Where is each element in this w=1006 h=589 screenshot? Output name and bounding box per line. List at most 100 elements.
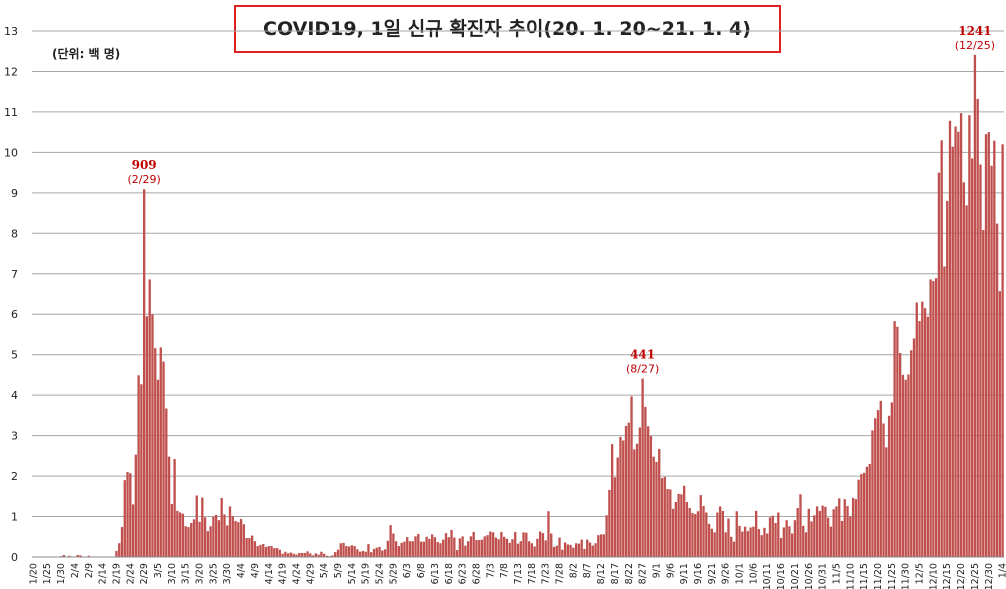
bar (896, 326, 899, 557)
bar (392, 533, 395, 557)
bar (563, 542, 567, 557)
x-tick-label: 1/4 (998, 563, 1006, 578)
bar (381, 550, 384, 557)
bar (990, 165, 993, 557)
bar (453, 537, 456, 557)
bar (145, 316, 149, 557)
bar (923, 308, 927, 557)
bar (705, 512, 708, 557)
bar (818, 510, 822, 557)
bar (480, 539, 484, 557)
x-tick-label: 5/19 (361, 563, 372, 584)
bar (358, 551, 362, 557)
bar (815, 506, 819, 557)
bar (658, 448, 661, 557)
y-tick-label: 9 (11, 187, 18, 200)
bar (1001, 144, 1004, 558)
bar (561, 549, 564, 557)
bar (993, 140, 996, 558)
bar (713, 532, 716, 557)
bar (217, 520, 221, 557)
x-tick-label: 6/18 (444, 563, 455, 584)
x-tick-label: 2/14 (98, 563, 109, 584)
x-tick-label: 11/15 (859, 563, 870, 589)
x-tick-label: 6/28 (471, 563, 482, 584)
bar (655, 461, 658, 557)
annotation-date: (12/25) (955, 39, 995, 52)
x-tick-label: 2/9 (84, 563, 95, 578)
bar (752, 526, 755, 557)
bar (250, 535, 254, 557)
bar (727, 518, 730, 557)
bar (685, 501, 689, 557)
bar (550, 533, 553, 557)
bar (87, 555, 90, 557)
bar (846, 506, 849, 557)
bar (497, 539, 500, 557)
bar (591, 545, 594, 557)
bar (79, 555, 82, 557)
bar (965, 205, 968, 558)
bar (868, 463, 871, 557)
bar (633, 449, 636, 557)
bar (932, 281, 935, 557)
bar (646, 426, 650, 557)
x-tick-label: 4/9 (250, 563, 261, 578)
bar (511, 539, 514, 557)
annotation-date: (2/29) (128, 173, 161, 186)
bar (201, 497, 204, 557)
bar (334, 552, 337, 557)
bar (857, 479, 860, 557)
bar (129, 473, 132, 557)
bar (768, 517, 772, 557)
bar (403, 541, 406, 557)
bar (813, 515, 816, 557)
x-tick-label: 10/26 (804, 563, 815, 589)
bar (262, 544, 265, 557)
x-tick-label: 3/30 (222, 563, 233, 584)
bar (187, 527, 190, 557)
bar (311, 555, 315, 557)
bar (466, 541, 470, 557)
bar (469, 536, 473, 557)
bar (793, 520, 797, 557)
bar (771, 515, 774, 557)
bar (461, 536, 464, 557)
x-tick-label: 5/24 (375, 563, 386, 584)
bar (957, 131, 960, 557)
bar (530, 543, 534, 557)
x-tick-label: 12/25 (970, 563, 981, 589)
title-box (234, 5, 781, 53)
bar (76, 554, 79, 557)
x-tick-label: 7/23 (541, 563, 552, 584)
bar (926, 316, 930, 557)
bar (370, 552, 373, 557)
x-tick-label: 4/19 (278, 563, 289, 584)
bar (536, 538, 539, 557)
bar (300, 552, 304, 557)
bar (508, 542, 511, 557)
bar (286, 553, 290, 557)
bar (934, 278, 938, 557)
bar (735, 511, 738, 557)
x-tick-label: 2/4 (70, 563, 81, 578)
bar (353, 546, 356, 557)
bar (383, 549, 387, 557)
bar (987, 132, 990, 557)
x-tick-label: 9/11 (679, 563, 690, 584)
bar (898, 353, 902, 557)
bar (605, 515, 608, 557)
bar (331, 555, 334, 557)
bar (694, 514, 697, 557)
x-tick-label: 10/21 (790, 563, 801, 589)
bar (973, 54, 977, 557)
bar (256, 546, 259, 557)
x-tick-label: 4/24 (291, 563, 302, 584)
bar (195, 495, 198, 557)
bar (790, 533, 794, 557)
bar (306, 551, 309, 557)
x-tick-label: 11/10 (845, 563, 856, 589)
x-tick-label: 6/3 (402, 563, 413, 578)
bar (691, 512, 694, 557)
bar (586, 539, 589, 557)
